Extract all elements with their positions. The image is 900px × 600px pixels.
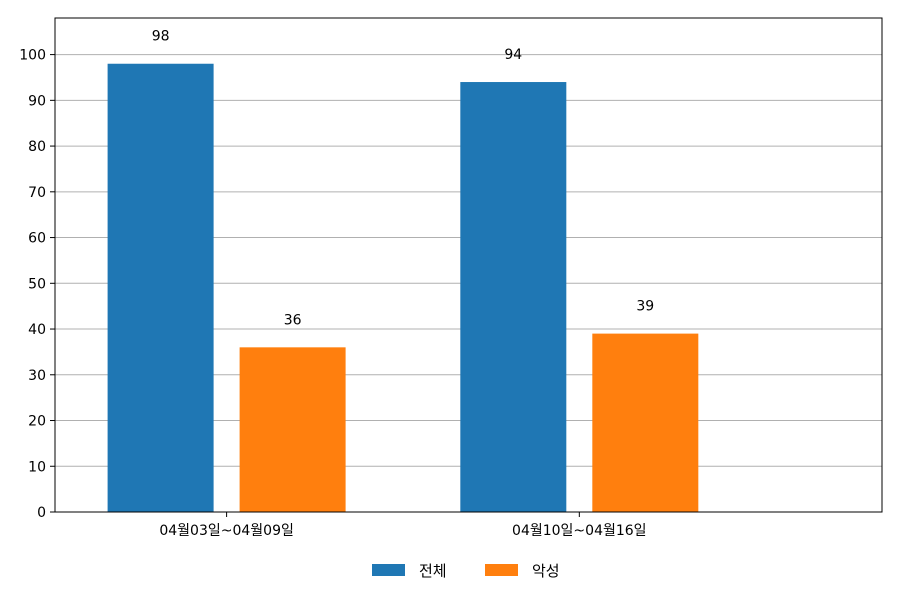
x-tick-label: 04월03일~04월09일 [159,523,294,539]
y-tick-label: 70 [28,185,46,201]
y-tick-label: 40 [28,322,46,338]
legend-swatch [485,564,518,576]
data-label: 94 [504,47,522,63]
data-label: 39 [636,299,654,315]
y-tick-label: 0 [37,505,46,521]
plot-frame [54,17,883,513]
legend-label: 전체 [419,562,447,580]
bar [592,333,699,512]
y-tick-label: 60 [28,231,46,247]
y-tick-label: 80 [28,139,46,155]
y-tick-label: 30 [28,368,46,384]
bar [460,82,567,512]
bar [107,63,214,512]
y-tick-label: 10 [28,459,46,475]
y-tick-label: 20 [28,414,46,430]
data-label: 98 [152,29,170,45]
axes: 0 10 20 30 40 50 60 70 80 90 100 04월03일~04월09일 04월10… [19,48,646,539]
legend-label: 악성 [532,562,560,580]
y-tick-label: 100 [19,48,46,64]
x-tick-label: 04월10일~04월16일 [512,523,647,539]
bars [107,63,699,512]
bar [239,347,346,512]
y-tick-label: 50 [28,276,46,292]
data-labels: 98 36 94 39 [152,29,655,329]
data-label: 36 [284,312,302,328]
legend: 전체 악성 [372,562,560,580]
y-tick-label: 90 [28,93,46,109]
legend-swatch [372,564,405,576]
